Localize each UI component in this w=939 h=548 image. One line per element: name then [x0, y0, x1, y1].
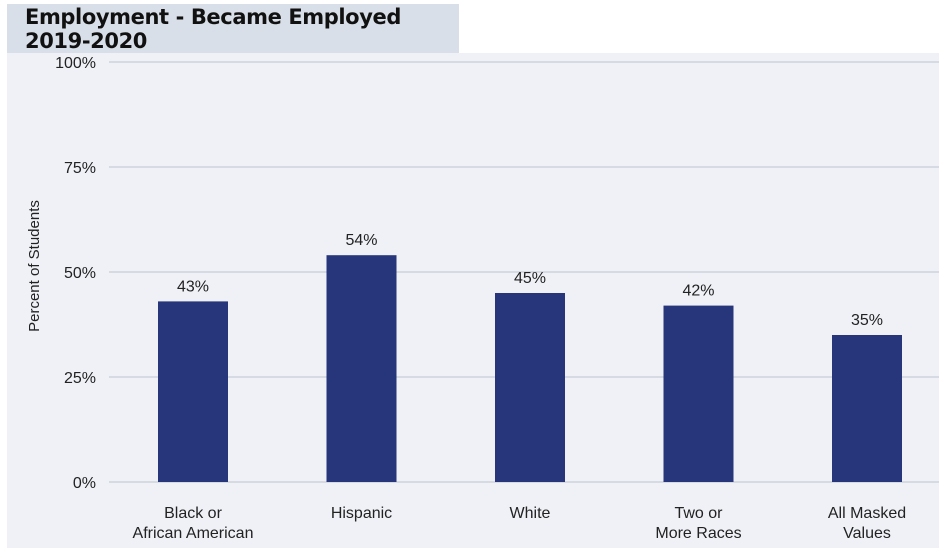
bar: [495, 293, 565, 482]
x-tick-label: Hispanic: [331, 505, 392, 522]
x-tick-label: Two or: [674, 505, 723, 522]
x-tick-label: African American: [133, 525, 254, 542]
x-tick-label: More Races: [655, 525, 741, 542]
data-label: 42%: [682, 283, 714, 300]
x-tick-label: White: [510, 505, 551, 522]
y-tick-label: 25%: [64, 370, 96, 387]
bar: [663, 305, 734, 482]
chart-title: Employment - Became Employed 2019-2020: [25, 4, 401, 53]
chart-title-box: Employment - Became Employed 2019-2020: [7, 4, 459, 53]
x-tick-label: Values: [843, 525, 891, 542]
y-axis-label: Percent of Students: [26, 200, 43, 332]
data-label: 45%: [514, 270, 546, 287]
y-tick-label: 100%: [55, 55, 96, 72]
data-label: 43%: [177, 278, 209, 295]
x-tick-label: All Masked: [828, 505, 906, 522]
bar: [832, 335, 902, 482]
x-tick-label: Black or: [164, 505, 222, 522]
y-tick-label: 75%: [64, 160, 96, 177]
y-tick-label: 0%: [73, 475, 96, 492]
bar: [326, 255, 397, 482]
data-label: 54%: [345, 232, 377, 249]
y-tick-label: 50%: [64, 265, 96, 282]
data-label: 35%: [851, 312, 883, 329]
bar: [158, 301, 228, 482]
